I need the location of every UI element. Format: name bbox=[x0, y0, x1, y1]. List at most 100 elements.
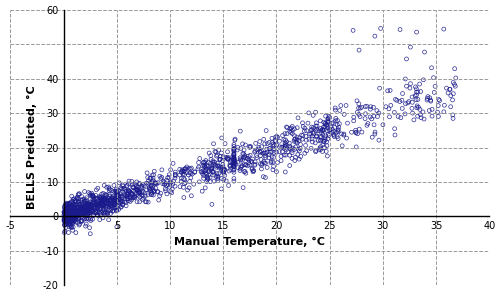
Point bbox=[113, 200, 121, 205]
Point bbox=[299, 124, 307, 129]
Point bbox=[373, 108, 381, 113]
Point bbox=[74, 205, 82, 210]
Point bbox=[72, 211, 80, 216]
Point bbox=[412, 86, 420, 91]
Point bbox=[258, 163, 266, 168]
Point bbox=[212, 165, 220, 170]
Point bbox=[330, 133, 338, 138]
Point bbox=[114, 198, 122, 202]
Point bbox=[202, 167, 210, 171]
Point bbox=[240, 148, 248, 152]
Point bbox=[68, 217, 76, 221]
Point bbox=[208, 166, 216, 170]
Point bbox=[62, 214, 70, 219]
Point bbox=[133, 199, 141, 204]
Point bbox=[99, 200, 107, 204]
Point bbox=[70, 215, 78, 220]
Point bbox=[71, 214, 79, 219]
Point bbox=[138, 197, 146, 202]
Point bbox=[283, 131, 291, 136]
Point bbox=[87, 218, 95, 223]
Point bbox=[213, 161, 221, 165]
Point bbox=[288, 150, 296, 155]
Point bbox=[358, 105, 366, 110]
Point bbox=[352, 130, 360, 135]
Point bbox=[419, 110, 427, 114]
Point bbox=[82, 201, 90, 206]
Point bbox=[84, 210, 92, 215]
Point bbox=[63, 209, 71, 214]
Point bbox=[118, 195, 126, 200]
Point bbox=[93, 202, 101, 207]
Point bbox=[230, 161, 238, 166]
Point bbox=[230, 158, 238, 162]
Point bbox=[73, 203, 81, 207]
Point bbox=[60, 213, 68, 217]
Point bbox=[103, 198, 111, 202]
Point bbox=[274, 135, 282, 140]
Point bbox=[99, 207, 107, 212]
Point bbox=[241, 153, 249, 158]
Point bbox=[153, 181, 161, 186]
Point bbox=[81, 207, 89, 212]
Point bbox=[280, 153, 288, 157]
Point bbox=[119, 202, 127, 207]
Point bbox=[77, 211, 85, 215]
Point bbox=[419, 78, 427, 82]
Point bbox=[82, 211, 90, 216]
Point bbox=[81, 214, 89, 219]
Point bbox=[210, 160, 218, 165]
Point bbox=[64, 206, 72, 211]
Point bbox=[177, 176, 185, 181]
Point bbox=[70, 213, 78, 217]
Point bbox=[63, 220, 71, 225]
Point bbox=[88, 206, 96, 211]
Point bbox=[230, 151, 238, 156]
Point bbox=[85, 208, 93, 213]
Point bbox=[322, 123, 330, 127]
Point bbox=[398, 98, 406, 102]
Point bbox=[289, 131, 297, 136]
Point bbox=[176, 173, 184, 177]
Point bbox=[148, 190, 156, 195]
Point bbox=[309, 130, 317, 135]
Point bbox=[90, 198, 98, 203]
Point bbox=[161, 187, 169, 191]
Point bbox=[313, 134, 321, 138]
Point bbox=[451, 66, 459, 71]
Point bbox=[246, 153, 254, 158]
Point bbox=[109, 194, 117, 199]
Point bbox=[241, 169, 249, 174]
Point bbox=[391, 126, 399, 131]
Point bbox=[238, 164, 246, 169]
Point bbox=[82, 199, 90, 203]
Point bbox=[379, 122, 387, 127]
Point bbox=[71, 198, 79, 203]
Point bbox=[268, 140, 276, 145]
Point bbox=[385, 114, 393, 119]
Point bbox=[237, 158, 245, 162]
Point bbox=[186, 167, 194, 171]
Point bbox=[70, 211, 78, 216]
Point bbox=[70, 203, 78, 208]
Point bbox=[309, 125, 317, 130]
Point bbox=[61, 208, 69, 213]
Point bbox=[167, 180, 175, 184]
Point bbox=[113, 198, 121, 203]
Point bbox=[425, 108, 433, 113]
Point bbox=[312, 128, 320, 133]
Point bbox=[435, 98, 443, 103]
Point bbox=[118, 182, 126, 187]
Point bbox=[101, 194, 109, 199]
Point bbox=[92, 211, 100, 215]
Point bbox=[286, 145, 294, 150]
Point bbox=[67, 225, 75, 230]
Point bbox=[80, 205, 88, 210]
Point bbox=[112, 191, 120, 196]
Point bbox=[262, 155, 270, 160]
Point bbox=[243, 163, 252, 168]
Point bbox=[396, 27, 404, 32]
Point bbox=[447, 104, 455, 109]
Point bbox=[72, 219, 80, 224]
Point bbox=[276, 144, 284, 149]
